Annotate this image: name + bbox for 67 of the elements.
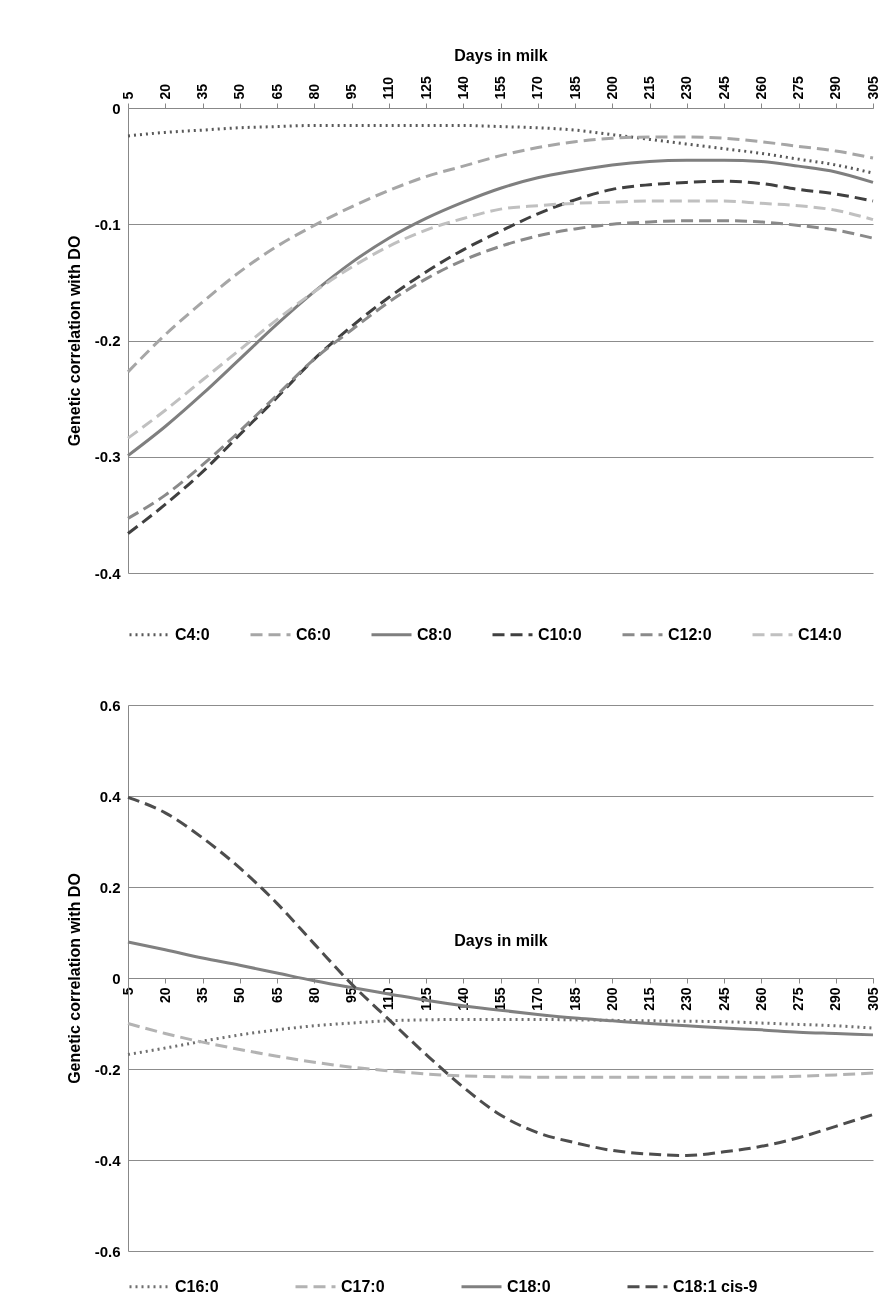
x-axis-title: Days in milk bbox=[454, 47, 548, 65]
x-tick-label: 275 bbox=[790, 75, 806, 100]
y-tick-label: -0.4 bbox=[94, 564, 122, 582]
line-series bbox=[126, 199, 875, 440]
x-tick-label: 155 bbox=[492, 75, 508, 100]
x-tick-label: 215 bbox=[641, 75, 657, 100]
x-tick-label: 65 bbox=[268, 83, 285, 100]
line-series bbox=[126, 135, 875, 374]
legend-label: C4:0 bbox=[175, 625, 210, 643]
x-tick-label: 50 bbox=[231, 987, 248, 1004]
y-tick-label: -0.3 bbox=[94, 448, 121, 466]
x-tick-label: 200 bbox=[603, 75, 620, 100]
x-tick-label: 230 bbox=[678, 75, 695, 100]
x-tick-label: 65 bbox=[268, 987, 285, 1004]
legend-label: C10:0 bbox=[538, 625, 582, 643]
y-axis-title: Genetic correlation with DO bbox=[65, 873, 83, 1084]
x-tick-label: 80 bbox=[305, 987, 322, 1004]
x-tick-label: 35 bbox=[194, 987, 210, 1004]
x-tick-label: 290 bbox=[827, 75, 844, 100]
x-tick-label: 200 bbox=[603, 987, 620, 1011]
y-tick-label: -0.1 bbox=[94, 215, 121, 233]
y-tick-label: 0.6 bbox=[99, 696, 121, 714]
y-axis-title: Genetic correlation with DO bbox=[65, 235, 83, 447]
x-tick-label: 185 bbox=[566, 987, 583, 1011]
y-tick-label: 0 bbox=[112, 969, 121, 987]
x-axis-title: Days in milk bbox=[454, 931, 548, 949]
y-tick-label: -0.4 bbox=[94, 1151, 122, 1169]
legend-label: C17:0 bbox=[341, 1277, 385, 1295]
legend-label: C6:0 bbox=[296, 625, 331, 643]
legend-label: C12:0 bbox=[668, 625, 712, 643]
y-tick-label: 0 bbox=[112, 99, 121, 117]
x-tick-label: 305 bbox=[864, 987, 881, 1011]
x-tick-label: 185 bbox=[566, 75, 583, 100]
x-tick-label: 170 bbox=[529, 75, 546, 100]
x-tick-label: 305 bbox=[864, 75, 881, 100]
line-series bbox=[126, 1022, 875, 1079]
x-tick-label: 260 bbox=[752, 75, 769, 100]
legend-label: C16:0 bbox=[175, 1277, 219, 1295]
legend-label: C8:0 bbox=[417, 625, 452, 643]
y-tick-label: -0.6 bbox=[94, 1242, 121, 1260]
x-tick-label: 5 bbox=[119, 91, 136, 100]
legend-label: C14:0 bbox=[798, 625, 842, 643]
x-tick-label: 95 bbox=[343, 83, 359, 100]
x-tick-label: 35 bbox=[194, 83, 210, 100]
x-tick-label: 275 bbox=[790, 987, 806, 1011]
y-tick-label: 0.2 bbox=[99, 878, 121, 896]
x-tick-label: 110 bbox=[380, 76, 397, 100]
x-tick-label: 50 bbox=[231, 83, 248, 100]
x-tick-label: 245 bbox=[715, 987, 732, 1011]
line-series bbox=[126, 179, 875, 535]
y-tick-label: -0.2 bbox=[94, 332, 121, 349]
legend-label: C18:1 cis-9 bbox=[673, 1277, 758, 1295]
x-tick-label: 140 bbox=[454, 75, 471, 100]
x-tick-label: 20 bbox=[156, 987, 173, 1004]
x-tick-label: 260 bbox=[752, 987, 769, 1011]
x-tick-label: 230 bbox=[678, 987, 695, 1011]
x-tick-label: 170 bbox=[529, 987, 546, 1011]
x-tick-label: 20 bbox=[156, 83, 173, 100]
y-tick-label: 0.4 bbox=[99, 787, 122, 805]
x-tick-label: 290 bbox=[827, 987, 844, 1011]
legend-label: C18:0 bbox=[507, 1277, 551, 1295]
x-tick-label: 215 bbox=[641, 987, 657, 1011]
x-tick-label: 245 bbox=[715, 75, 732, 100]
y-tick-label: -0.2 bbox=[94, 1060, 121, 1078]
x-tick-label: 80 bbox=[305, 83, 322, 100]
x-tick-label: 125 bbox=[417, 75, 434, 100]
x-tick-label: 155 bbox=[492, 987, 508, 1011]
